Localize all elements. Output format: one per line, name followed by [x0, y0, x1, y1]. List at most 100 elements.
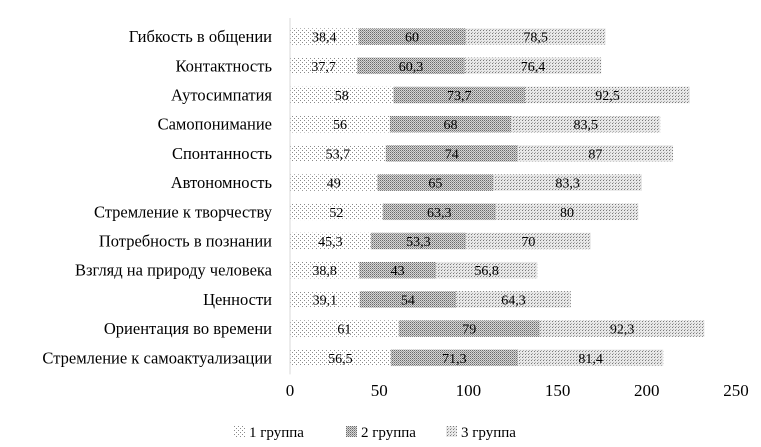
bar-segment: [359, 261, 436, 279]
legend: 1 группа 2 группа 3 группа: [234, 425, 516, 441]
bar-segment: [359, 291, 457, 308]
data-label: 83,3: [555, 177, 580, 192]
data-label: 74: [445, 147, 459, 162]
bar-segment: [464, 57, 602, 75]
bar-segment: [290, 86, 394, 104]
bar-segment: [456, 291, 571, 308]
bar-segment: [511, 115, 661, 133]
category-label: Потребность в познании: [99, 232, 272, 251]
bar-segment: [290, 115, 390, 133]
category-label: Контактность: [175, 56, 272, 75]
data-label: 39,1: [313, 293, 338, 308]
data-label: 64,3: [501, 293, 526, 308]
bar-segment: [290, 232, 371, 250]
legend-swatch: [234, 426, 245, 437]
data-label: 87: [588, 147, 602, 162]
data-label: 37,7: [311, 60, 336, 75]
data-label: 71,3: [442, 352, 467, 367]
category-label: Взгляд на природу человека: [75, 261, 273, 280]
x-tick-label: 250: [723, 381, 749, 400]
x-tick-labels-layer: 0 50 100 150 200 250: [286, 381, 749, 400]
data-label: 78,5: [523, 31, 548, 46]
bar-segment: [435, 261, 538, 279]
data-label: 63,3: [427, 206, 452, 221]
bar-segment: [539, 320, 705, 337]
bar-segment: [382, 203, 496, 221]
category-label: Стремление к творчеству: [94, 202, 273, 221]
data-label: 61: [337, 323, 351, 338]
data-label: 43: [391, 264, 405, 279]
data-label: 52: [329, 206, 343, 221]
bars-layer: [290, 28, 705, 367]
bar-segment: [495, 203, 639, 221]
bar-segment: [290, 57, 358, 75]
data-label: 81,4: [578, 352, 603, 367]
category-label: Ценности: [203, 290, 272, 309]
bar-segment: [290, 28, 359, 45]
data-label: 65: [428, 177, 442, 192]
legend-label: 2 группа: [361, 425, 416, 441]
legend-swatch: [446, 426, 457, 437]
x-tick-label: 0: [286, 381, 295, 400]
bar-segment: [393, 86, 525, 104]
data-label: 45,3: [318, 235, 343, 250]
bar-segment: [290, 261, 360, 279]
bar-segment: [290, 291, 360, 308]
bar-segment: [358, 28, 466, 45]
bar-segment: [290, 145, 386, 162]
x-tick-label: 200: [634, 381, 660, 400]
x-tick-label: 150: [545, 381, 571, 400]
data-label: 92,5: [595, 89, 620, 104]
category-label: Аутосимпатия: [171, 86, 272, 105]
data-label: 73,7: [447, 89, 472, 104]
bar-segment: [517, 145, 674, 162]
data-label: 56,5: [328, 352, 353, 367]
data-label: 56: [333, 118, 347, 133]
data-labels-layer: 38,4 60 78,5 37,7 60,3 76,4 58 73,7 92,5 56 68 83,5…: [311, 31, 634, 367]
data-label: 53,7: [326, 147, 351, 162]
category-label: Автономность: [171, 173, 273, 192]
bar-segment: [290, 349, 391, 367]
bar-segment: [357, 57, 465, 75]
data-label: 38,4: [312, 31, 337, 46]
data-label: 76,4: [521, 60, 546, 75]
bar-segment: [290, 203, 383, 221]
bar-segment: [465, 232, 591, 250]
category-label: Спонтанность: [172, 144, 273, 163]
data-label: 83,5: [573, 118, 598, 133]
bar-segment: [370, 232, 466, 250]
category-label: Самопонимание: [158, 115, 272, 134]
legend-label: 1 группа: [249, 425, 304, 441]
data-label: 60,3: [399, 60, 424, 75]
bar-segment: [290, 320, 399, 337]
category-labels-layer: Гибкость в общении Контактность Аутосимпат…: [42, 27, 272, 367]
legend-label: 3 группа: [461, 425, 516, 441]
category-label: Ориентация во времени: [104, 319, 272, 338]
data-label: 70: [521, 235, 535, 250]
bar-segment: [465, 28, 606, 45]
data-label: 80: [560, 206, 574, 221]
bar-segment: [517, 349, 664, 367]
bar-segment: [290, 174, 378, 191]
legend-swatch: [346, 426, 357, 437]
data-label: 68: [444, 118, 458, 133]
bar-segment: [385, 145, 518, 162]
bar-segment: [389, 115, 512, 133]
data-label: 58: [335, 89, 349, 104]
data-label: 38,8: [312, 264, 337, 279]
data-label: 49: [327, 177, 341, 192]
data-label: 60: [405, 31, 419, 46]
x-tick-label: 100: [456, 381, 482, 400]
data-label: 92,3: [610, 323, 635, 338]
data-label: 56,8: [474, 264, 499, 279]
bar-segment: [377, 174, 494, 191]
category-label: Стремление к самоактуализации: [42, 348, 272, 367]
data-label: 79: [462, 323, 476, 338]
bar-segment: [390, 349, 518, 367]
x-tick-label: 50: [371, 381, 388, 400]
category-label: Гибкость в общении: [129, 27, 272, 46]
data-label: 53,3: [406, 235, 431, 250]
bar-segment: [524, 86, 690, 104]
